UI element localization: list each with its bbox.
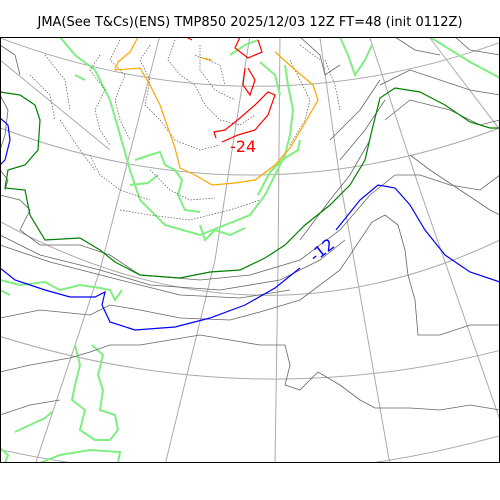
isotherms-grey [0, 37, 500, 416]
isotherm-red [185, 37, 276, 143]
label-minus-24: -24 [230, 137, 256, 156]
isotherm-orange-small [201, 57, 213, 61]
isotherm-green [0, 87, 500, 279]
graticule [0, 37, 500, 463]
label-minus-12: -12 [306, 235, 338, 266]
isotherm-blue [0, 117, 500, 331]
map-frame [0, 37, 500, 463]
isotherm-orange [114, 37, 319, 186]
map-title: JMA(See T&Cs)(ENS) TMP850 2025/12/03 12Z… [37, 15, 463, 30]
coastlines [0, 37, 500, 463]
isotherms-dashed [29, 39, 341, 221]
